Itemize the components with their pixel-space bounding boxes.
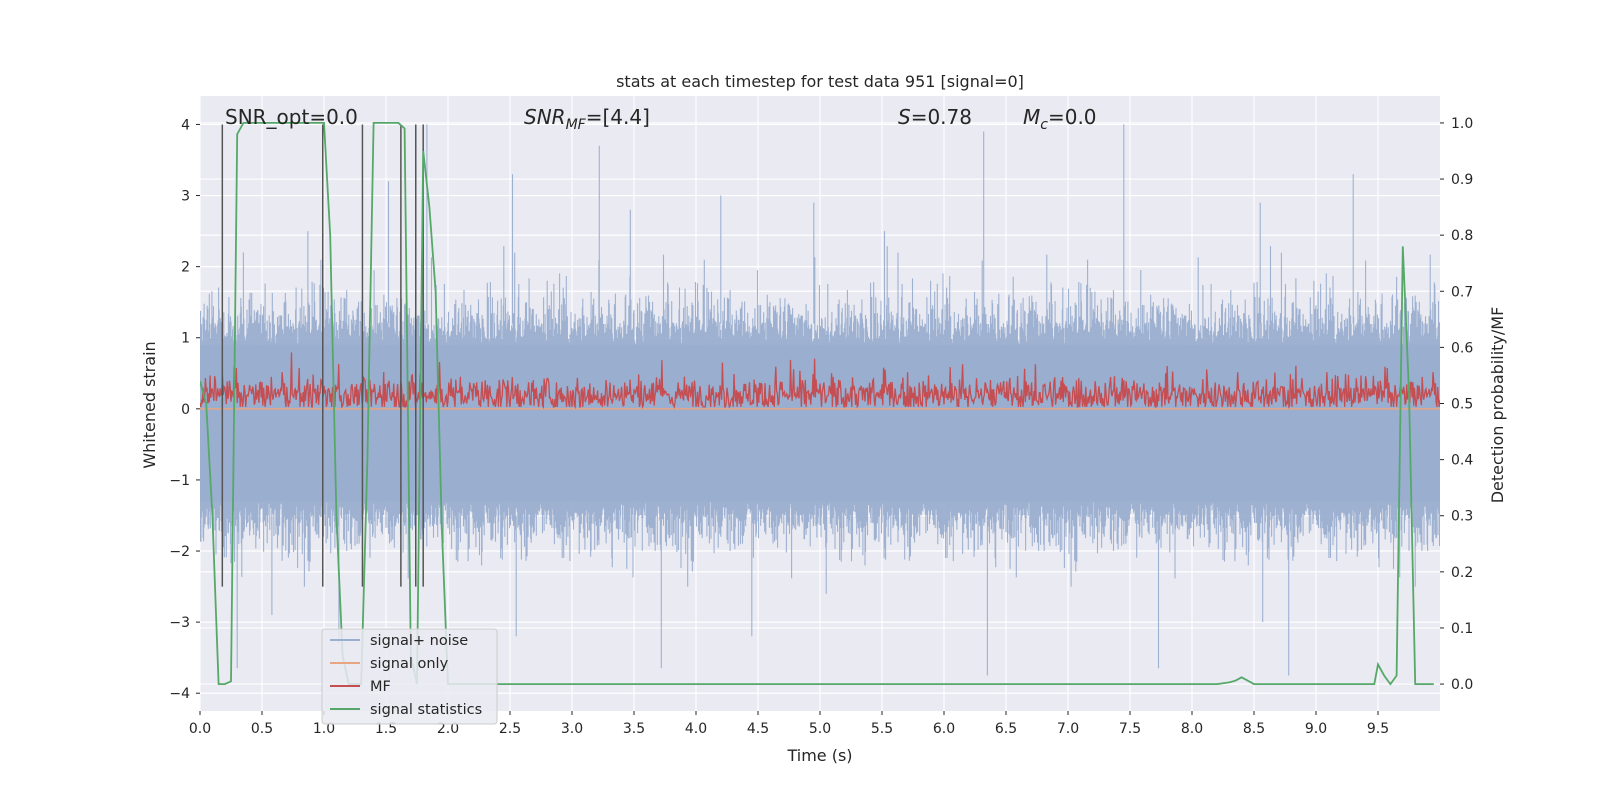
x-tick-label: 1.5	[375, 721, 397, 737]
annotation-s-base: S	[898, 105, 911, 129]
y-tick-label-right: 0.3	[1451, 509, 1473, 525]
annotation-snr-mf-sub: MF	[566, 117, 587, 133]
y-tick-label-right: 0.7	[1451, 284, 1473, 300]
x-tick-label: 5.5	[871, 721, 893, 737]
x-tick-label: 5.0	[809, 721, 831, 737]
x-tick-label: 9.5	[1367, 721, 1389, 737]
y-tick-label-right: 0.4	[1451, 453, 1473, 469]
x-axis-label: Time (s)	[786, 746, 852, 765]
annotation-snr-mf-value: =[4.4]	[586, 105, 650, 129]
tick-layer: 0.0 0.5 1.0 1.5 2.0 2.5 3.0 3.5 4.0 4.5 5.0 5.5 6.0 6…	[169, 116, 1473, 737]
legend-box	[321, 628, 498, 725]
series-signal-statistics	[200, 122, 1434, 686]
annotation-s-value: =0.78	[911, 105, 972, 129]
y-tick-label-right: 0.8	[1451, 228, 1473, 244]
x-tick-label: 8.5	[1243, 721, 1265, 737]
series-signal-noise-band	[200, 344, 1440, 502]
y-tick-label-left: 3	[181, 189, 190, 205]
annotation-snr-mf: SNRMF=[4.4]	[524, 105, 650, 133]
chart-title: stats at each timestep for test data 951…	[616, 72, 1024, 91]
y-tick-label-left: 2	[181, 260, 190, 276]
y-tick-label-right: 0.6	[1451, 340, 1473, 356]
annotation-mc-base: M	[1023, 105, 1040, 129]
x-tick-label: 7.5	[1119, 721, 1141, 737]
x-tick-label: 0.0	[189, 721, 211, 737]
annotation-mc-sub: c	[1040, 117, 1048, 133]
legend-label-mf: MF	[370, 679, 391, 695]
x-tick-label: 7.0	[1057, 721, 1079, 737]
y-tick-label-right: 1.0	[1451, 116, 1473, 132]
y-tick-label-left: −1	[169, 473, 190, 489]
y-axis-label-left: Whitened strain	[140, 341, 159, 468]
x-tick-label: 9.0	[1305, 721, 1327, 737]
y-tick-label-left: 4	[181, 117, 190, 133]
y-tick-label-left: −3	[169, 615, 190, 631]
legend: signal+ noise signal only MF signal stat…	[321, 628, 498, 725]
y-tick-label-left: −4	[169, 686, 190, 702]
y-tick-label-left: 1	[181, 331, 190, 347]
y-axis-label-right: Detection probability/MF	[1488, 307, 1507, 504]
annotation-mc: Mc=0.0	[1023, 105, 1097, 133]
series-mf	[200, 352, 1440, 410]
x-tick-label: 4.5	[747, 721, 769, 737]
annotation-snr-mf-base: SNR	[524, 105, 566, 129]
annotation-mc-value: =0.0	[1048, 105, 1097, 129]
x-tick-label: 4.0	[685, 721, 707, 737]
x-tick-label: 2.0	[437, 721, 459, 737]
y-tick-label-right: 0.9	[1451, 172, 1473, 188]
y-tick-label-right: 0.1	[1451, 621, 1473, 637]
y-tick-label-right: 0.0	[1451, 677, 1473, 693]
x-tick-label: 3.5	[623, 721, 645, 737]
y-tick-label-right: 0.2	[1451, 565, 1473, 581]
x-tick-label: 0.5	[251, 721, 273, 737]
legend-label-signal-noise: signal+ noise	[370, 633, 468, 649]
x-tick-label: 3.0	[561, 721, 583, 737]
y-tick-label-left: 0	[181, 402, 190, 418]
annotation-s: S=0.78	[898, 105, 972, 129]
data-layer	[200, 122, 1440, 686]
y-tick-label-right: 0.5	[1451, 397, 1473, 413]
legend-label-signal-only: signal only	[370, 656, 449, 672]
x-tick-label: 8.0	[1181, 721, 1203, 737]
x-tick-label: 2.5	[499, 721, 521, 737]
x-tick-label: 1.0	[313, 721, 335, 737]
legend-label-signal-statistics: signal statistics	[370, 702, 482, 718]
y-tick-label-left: −2	[169, 544, 190, 560]
annotation-snr-opt: SNR_opt=0.0	[225, 105, 358, 129]
x-tick-label: 6.0	[933, 721, 955, 737]
x-tick-label: 6.5	[995, 721, 1017, 737]
